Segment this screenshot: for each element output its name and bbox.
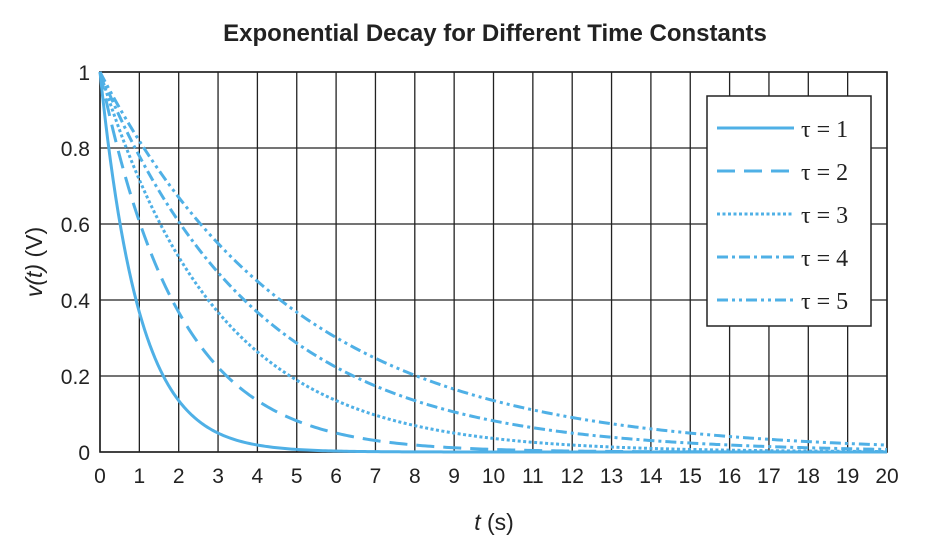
x-tick-label: 12 [561, 465, 584, 488]
x-tick-label: 4 [252, 465, 264, 488]
y-tick-label: 0 [78, 442, 90, 465]
legend-label-tau-3: τ = 3 [801, 203, 848, 229]
y-tick-label: 0.2 [61, 366, 90, 389]
y-axis-label: v(t) (V) [21, 227, 47, 297]
x-tick-label: 15 [679, 465, 702, 488]
x-tick-label: 1 [134, 465, 146, 488]
y-tick-label: 1 [78, 62, 90, 85]
series-curves [98, 71, 888, 454]
chart-title: Exponential Decay for Different Time Con… [223, 20, 767, 47]
x-tick-label: 3 [212, 465, 224, 488]
x-tick-label: 11 [522, 465, 544, 488]
y-tick-label: 0.8 [61, 138, 90, 161]
x-tick-label: 10 [482, 465, 505, 488]
x-tick-label: 16 [718, 465, 741, 488]
x-tick-label: 9 [448, 465, 460, 488]
x-tick-label: 17 [757, 465, 780, 488]
series-line-tau-5 [98, 71, 888, 447]
legend-label-tau-5: τ = 5 [801, 289, 848, 315]
x-tick-label: 13 [600, 465, 623, 488]
legend-label-tau-1: τ = 1 [801, 117, 848, 143]
x-axis-label: t (s) [474, 509, 514, 535]
x-tick-label: 6 [330, 465, 342, 488]
legend-label-tau-2: τ = 2 [801, 160, 848, 186]
x-tick-label: 2 [173, 465, 185, 488]
y-tick-label: 0.4 [61, 290, 91, 313]
series-line-tau-3 [98, 71, 888, 454]
x-tick-label: 5 [291, 465, 303, 488]
x-tick-label: 19 [836, 465, 859, 488]
legend-box [706, 95, 872, 327]
x-tick-label: 7 [370, 465, 382, 488]
x-tick-label: 18 [797, 465, 820, 488]
y-tick-label: 0.6 [61, 214, 90, 237]
legend: τ = 1 τ = 2 τ = 3 τ = 4 τ = 5 [706, 95, 872, 327]
x-tick-label: 20 [875, 465, 898, 488]
x-tick-label: 14 [639, 465, 663, 488]
series-line-tau-4 [98, 71, 888, 451]
x-tick-labels: 0 1 2 3 4 5 6 7 8 9 10 11 12 13 14 15 16 17 18 19 20 [94, 465, 899, 488]
x-tick-label: 8 [409, 465, 421, 488]
legend-label-tau-4: τ = 4 [801, 246, 848, 272]
x-tick-label: 0 [94, 465, 106, 488]
y-tick-labels: 0 0.2 0.4 0.6 0.8 1 [61, 62, 91, 465]
